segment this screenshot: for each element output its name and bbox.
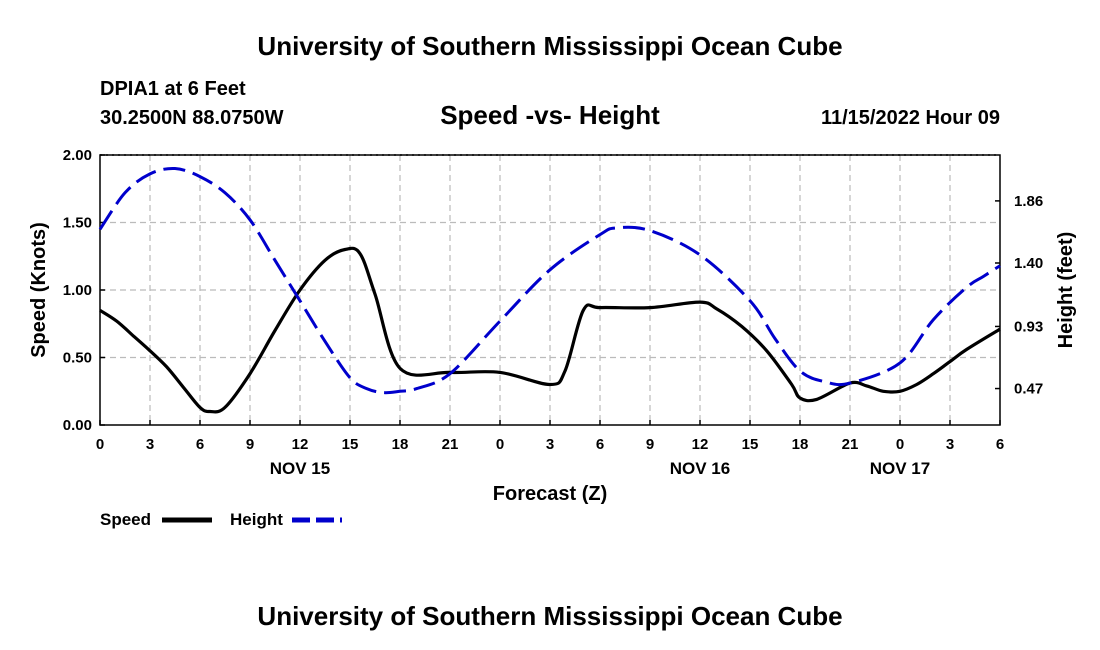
x-tick-label: 6 [196,436,204,453]
x-tick-label: 0 [96,436,104,453]
location-label: 30.2500N 88.0750W [100,107,284,129]
series-lines [98,166,1001,414]
legend-speed-label: Speed [100,510,151,529]
datetime-label: 11/15/2022 Hour 09 [821,107,1000,129]
legend-height-label: Height [230,510,283,529]
height-series-line [98,166,1001,395]
y-axis-label: Speed (Knots) [28,222,50,358]
x-tick-label: 15 [742,436,759,453]
y-tick-label: 1.00 [63,282,92,299]
y-tick-label: 1.50 [63,215,92,232]
x-tick-label: 3 [546,436,554,453]
y2-axis-label: Height (feet) [1055,232,1077,349]
y-tick-label: 0.50 [63,350,92,367]
x-tick-label: 21 [842,436,859,453]
y2-tick-label: 0.47 [1014,381,1043,398]
tick-labels: 0 3 6 9 12 15 18 21 0 3 6 9 12 15 18 21 0 3 6 0.00 0.50 1.00 1… [63,147,1043,478]
footer-title: University of Southern Mississippi Ocean… [257,601,842,631]
x-tick-label: 0 [496,436,504,453]
date-label: NOV 17 [870,459,930,478]
x-tick-label: 9 [646,436,654,453]
chart-title: Speed -vs- Height [440,100,660,130]
speed-series-line [99,246,1001,414]
legend: Speed Height [100,510,342,529]
x-tick-label: 3 [946,436,954,453]
y2-tick-label: 1.86 [1014,193,1043,210]
x-tick-label: 21 [442,436,459,453]
y-tick-label: 0.00 [63,417,92,434]
x-tick-label: 6 [596,436,604,453]
x-tick-label: 18 [792,436,809,453]
x-axis-label: Forecast (Z) [493,483,607,505]
station-label: DPIA1 at 6 Feet [100,78,246,100]
axes [99,154,1001,426]
y2-tick-label: 1.40 [1014,255,1043,272]
x-tick-label: 18 [392,436,409,453]
x-tick-label: 15 [342,436,359,453]
grid-lines [100,155,1000,425]
x-tick-label: 12 [292,436,309,453]
page-title: University of Southern Mississippi Ocean… [257,31,842,61]
x-tick-label: 12 [692,436,709,453]
x-tick-label: 6 [996,436,1004,453]
x-tick-label: 0 [896,436,904,453]
y-tick-label: 2.00 [63,147,92,164]
date-label: NOV 16 [670,459,730,478]
date-label: NOV 15 [270,459,330,478]
x-tick-label: 3 [146,436,154,453]
x-tick-label: 9 [246,436,254,453]
y2-tick-label: 0.93 [1014,318,1043,335]
